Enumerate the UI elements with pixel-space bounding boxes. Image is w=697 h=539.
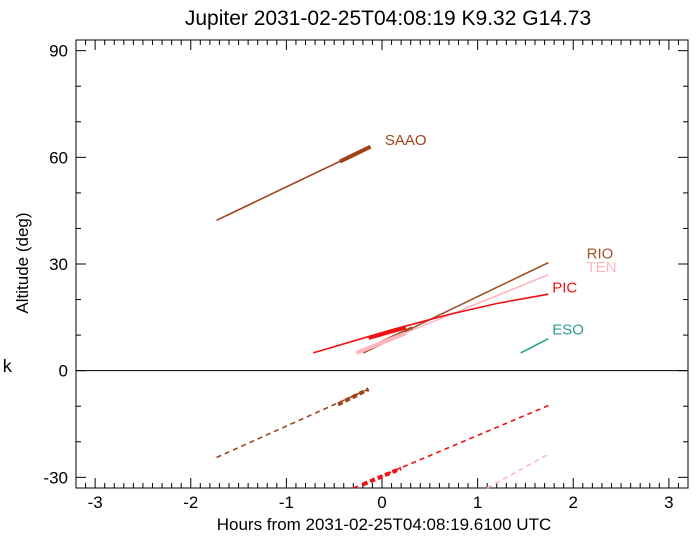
x-axis-label: Hours from 2031-02-25T04:08:19.6100 UTC bbox=[217, 515, 552, 534]
side-label: k bbox=[2, 357, 12, 377]
y-tick-label: -30 bbox=[43, 468, 68, 487]
series-eso-solid-line bbox=[520, 337, 549, 354]
x-tick-label: 3 bbox=[664, 493, 673, 512]
y-tick-label: 0 bbox=[59, 362, 68, 381]
x-tick-label: -3 bbox=[88, 493, 103, 512]
series-pic-dashed-line bbox=[352, 404, 549, 489]
series-saao-dashed-line bbox=[216, 388, 369, 459]
x-tick-label: -1 bbox=[279, 493, 294, 512]
series-saao-thick-line bbox=[339, 144, 372, 164]
series-pic-solid-line bbox=[312, 293, 549, 354]
series-label-pic: PIC bbox=[552, 279, 577, 296]
x-tick-label: -2 bbox=[183, 493, 198, 512]
y-axis-label: Altitude (deg) bbox=[13, 212, 32, 313]
x-tick-label: 2 bbox=[569, 493, 578, 512]
series-ten-dashed-line bbox=[486, 453, 549, 489]
x-tick-label: 1 bbox=[473, 493, 482, 512]
series-label-saao: SAAO bbox=[385, 132, 427, 149]
series-label-rio: RIO bbox=[587, 246, 614, 263]
series-label-eso: ESO bbox=[552, 321, 584, 338]
y-tick-label: 30 bbox=[49, 255, 68, 274]
series-ten-thick-line bbox=[355, 331, 407, 355]
series-pic-thick-dashed-line bbox=[362, 466, 402, 487]
series-saao-thick-dashed-line bbox=[337, 387, 370, 407]
series-label-ten: TEN bbox=[587, 259, 617, 276]
y-tick-label: 60 bbox=[49, 148, 68, 167]
chart-title: Jupiter 2031-02-25T04:08:19 K9.32 G14.73 bbox=[185, 7, 591, 30]
series-pic-thick-line bbox=[368, 325, 407, 340]
y-tick-label: 90 bbox=[49, 42, 68, 61]
x-tick-label: 0 bbox=[377, 493, 386, 512]
